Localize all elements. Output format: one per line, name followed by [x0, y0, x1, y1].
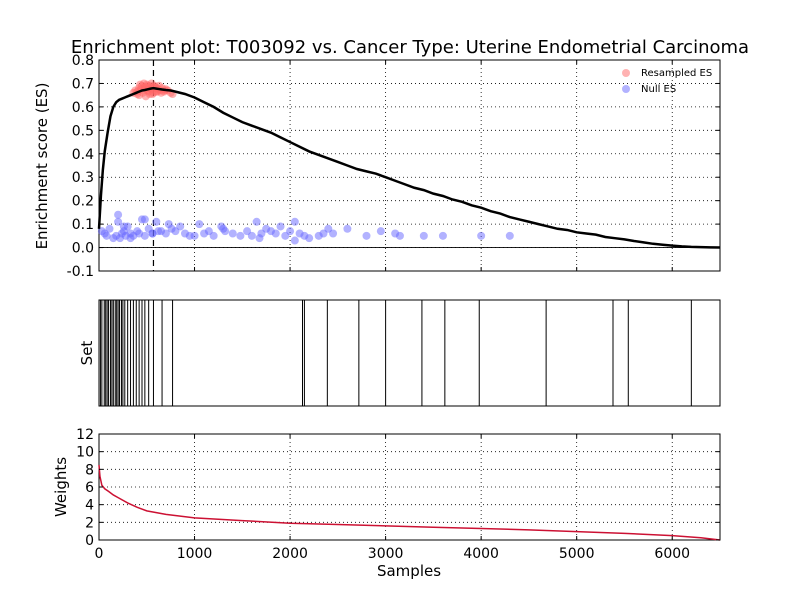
y-tick-label: 8 [85, 462, 94, 478]
y-tick-label: 0.3 [72, 170, 94, 186]
legend-marker-resampled [622, 69, 630, 77]
weights-ylabel: Weights [52, 457, 70, 517]
enrichment-legend: Resampled ES Null ES [622, 68, 712, 95]
enrichment-panel: -0.1 0.0 0.1 0.2 0.3 0.4 0.5 0.6 0.7 0.8 Enrichme… [33, 53, 721, 280]
y-tick-label: 0.7 [72, 76, 94, 92]
x-tick-label: 3000 [368, 546, 404, 562]
null-es-point [247, 231, 256, 240]
set-plot-frame [98, 299, 721, 407]
y-tick-label: 10 [76, 445, 94, 461]
null-es-point [290, 217, 299, 226]
y-tick-label: 0.8 [72, 53, 94, 69]
null-es-point [105, 224, 114, 233]
null-es-point [343, 224, 352, 233]
null-es-point [126, 234, 135, 243]
null-es-point [505, 231, 514, 240]
null-es-point [219, 224, 228, 233]
null-es-point [419, 231, 428, 240]
set-panel: Set [78, 299, 721, 407]
enrichment-ticks: -0.1 0.0 0.1 0.2 0.3 0.4 0.5 0.6 0.7 0.8 [67, 53, 720, 280]
y-tick-label: 0.2 [72, 194, 94, 210]
y-tick-label: 4 [85, 498, 94, 514]
null-es-point [252, 217, 261, 226]
null-es-point [195, 220, 204, 229]
enrichment-ylabel: Enrichment score (ES) [33, 83, 51, 250]
null-es-point [395, 231, 404, 240]
enrichment-marks [97, 60, 721, 271]
legend-label-resampled: Resampled ES [641, 68, 712, 79]
y-tick-label: 0.6 [72, 100, 94, 116]
null-es-point [376, 227, 385, 236]
null-es-point [119, 222, 128, 231]
x-tick-label: 5000 [559, 546, 595, 562]
null-es-point [236, 231, 245, 240]
y-tick-label: 0.1 [72, 217, 94, 233]
null-es-point [228, 229, 237, 238]
y-tick-label: 0 [85, 533, 94, 549]
figure-title: Enrichment plot: T003092 vs. Cancer Type… [71, 37, 749, 58]
x-tick-label: 0 [95, 546, 104, 562]
x-tick-label: 1000 [177, 546, 213, 562]
y-tick-label: 0.4 [72, 147, 94, 163]
set-ylabel: Set [78, 341, 96, 366]
weights-curve [98, 464, 721, 541]
null-es-point [290, 236, 299, 245]
weights-grid [99, 434, 720, 540]
null-es-point [154, 227, 163, 236]
null-es-point [329, 229, 338, 238]
null-es-point [190, 231, 199, 240]
null-es-point [176, 222, 185, 231]
null-es-point [140, 215, 149, 224]
legend-marker-null [622, 85, 630, 93]
null-es-point [140, 231, 149, 240]
y-tick-label: -0.1 [67, 264, 94, 280]
null-es-point [305, 234, 314, 243]
null-es-point [286, 227, 295, 236]
null-es-point [362, 231, 371, 240]
null-es-point [271, 229, 280, 238]
x-tick-label: 6000 [654, 546, 690, 562]
null-es-point [161, 229, 170, 238]
y-tick-label: 0.0 [72, 241, 94, 257]
y-tick-label: 2 [85, 515, 94, 531]
null-es-point [152, 217, 161, 226]
null-es-point [276, 222, 285, 231]
es-curve [97, 86, 721, 249]
y-tick-label: 0.5 [72, 123, 94, 139]
weights-plot-frame [98, 433, 721, 541]
null-es-point [255, 234, 264, 243]
x-tick-label: 2000 [272, 546, 308, 562]
scatter-series [97, 210, 514, 245]
null-es-point [102, 231, 111, 240]
set-marks [99, 300, 692, 406]
null-es-point [438, 231, 447, 240]
null-es-point [114, 210, 123, 219]
x-tick-label: 4000 [463, 546, 499, 562]
x-axis-label: Samples [377, 562, 441, 580]
y-tick-label: 6 [85, 480, 94, 496]
null-es-point [477, 231, 486, 240]
null-es-point [114, 217, 123, 226]
null-es-point [209, 231, 218, 240]
legend-label-null: Null ES [641, 84, 676, 95]
weights-marks [98, 464, 721, 541]
y-tick-label: 12 [76, 427, 94, 443]
